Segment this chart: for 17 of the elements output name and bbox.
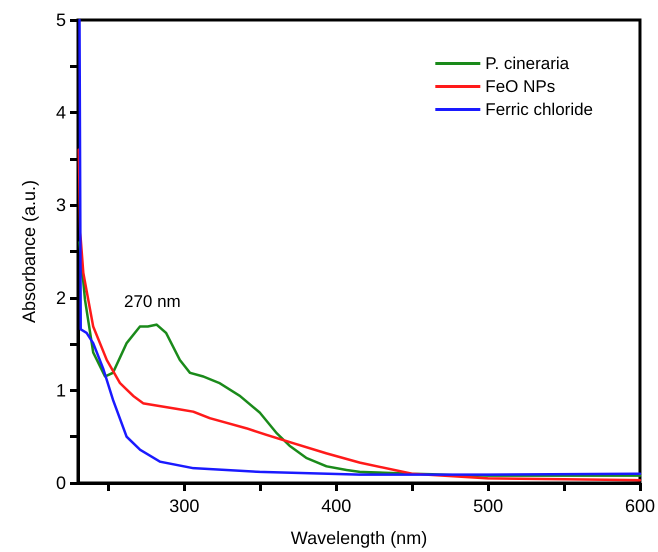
x-tick-label: 500 [473,496,504,516]
y-axis-title: Absorbance (a.u.) [19,180,39,324]
y-tick-label: 4 [56,102,66,123]
legend-label: P. cineraria [485,54,570,73]
y-tick-label: 5 [56,10,66,30]
annotation: 270 nm [124,292,181,311]
x-tick-label: 300 [169,496,200,516]
y-tick-label: 3 [56,195,66,216]
x-tick-label: 600 [624,496,656,516]
x-tick-label: 400 [321,496,352,516]
line-series [78,18,642,476]
legend-label: FeO NPs [485,77,556,96]
y-tick-label: 0 [56,473,66,493]
y-tick-label: 2 [56,288,66,308]
y-tick-label: 1 [56,380,66,400]
x-axis-title: Wavelength (nm) [290,528,428,548]
legend-label: Ferric chloride [485,100,594,119]
